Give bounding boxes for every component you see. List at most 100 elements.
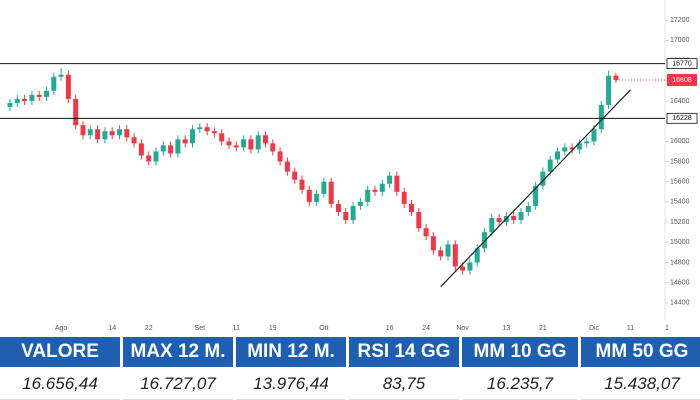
candle-body [525, 205, 531, 212]
candle-body [321, 181, 327, 194]
x-tick-label: 19 [269, 325, 277, 332]
candle-body [343, 212, 349, 221]
x-tick-label: 11 [233, 325, 240, 332]
candle-body [584, 141, 590, 144]
candle-body [357, 201, 363, 206]
candle-body [467, 262, 473, 271]
candle-body [489, 218, 495, 233]
candle-body [80, 125, 86, 136]
chart: 14400 14600 14800 15000 15200 15400 15600 15800… [0, 0, 698, 332]
candle-body [518, 212, 524, 221]
candle-body [314, 193, 320, 202]
candle-body [14, 98, 20, 103]
candle-body [430, 236, 436, 251]
candle-body [306, 189, 312, 202]
candle-body [540, 171, 546, 186]
table-cell: 16.235,7 [462, 369, 578, 400]
candle-body [576, 143, 582, 150]
table-header: MM 10 GG [462, 337, 578, 367]
y-tick-label: 17000 [670, 37, 690, 44]
candle-body [547, 159, 553, 172]
candle-body [379, 183, 385, 192]
y-tick-label: 15200 [670, 219, 690, 226]
level-label: 16770 [672, 60, 692, 67]
candle-body [496, 218, 502, 223]
candle-body [292, 171, 298, 180]
x-tick-label: 22 [145, 325, 153, 332]
candle-body [263, 135, 268, 144]
candle-body [7, 102, 13, 108]
y-tick-label: 14600 [670, 280, 690, 287]
y-tick-label: 17200 [670, 17, 690, 24]
candle-body [131, 137, 137, 144]
y-tick-label: 15400 [670, 199, 690, 206]
candle-body [175, 139, 181, 154]
candle-body [277, 151, 283, 162]
candle-body [87, 129, 93, 136]
candle-body [233, 145, 239, 148]
candle-body [190, 129, 195, 144]
candle-body [44, 90, 49, 97]
candle-body [102, 131, 108, 140]
level-label-box [666, 112, 698, 124]
table-cell: 16.727,07 [123, 369, 233, 400]
candle-body [452, 244, 458, 267]
candle-body [555, 151, 560, 160]
candle-body [365, 189, 371, 202]
candle-body [65, 74, 71, 99]
candle-body [146, 155, 152, 162]
last-price-box [667, 73, 697, 86]
candle-body [255, 135, 261, 150]
candle-body [409, 203, 414, 212]
candle-body [401, 191, 407, 204]
y-tick-label: 15600 [670, 179, 690, 186]
table-header: RSI 14 GG [349, 337, 459, 367]
candle-body [372, 189, 378, 192]
y-tick-label: 14800 [670, 259, 690, 266]
x-tick-label: Ott [319, 325, 328, 332]
table-cell: 13.976,44 [236, 369, 346, 400]
candle-body [598, 104, 604, 130]
candle-body [117, 129, 122, 136]
x-tick-label: 21 [539, 325, 547, 332]
candle-body [562, 147, 568, 152]
candle-body [219, 133, 225, 142]
y-tick-label: 16400 [670, 98, 690, 105]
candle-body [182, 139, 188, 144]
candle-body [36, 94, 42, 97]
candle-body [569, 147, 575, 150]
candle-body [438, 250, 444, 257]
candle-body [416, 212, 422, 229]
candle-body [533, 185, 539, 206]
candle-body [109, 131, 115, 136]
candle-body [350, 205, 356, 221]
x-tick-label: Ago [55, 325, 68, 332]
x-tick-label: Nov [456, 325, 469, 332]
x-tick-label: 1 [665, 325, 669, 332]
y-tick-label: 14400 [670, 300, 690, 307]
candle-body [248, 139, 254, 150]
x-tick-label: 11 [627, 325, 634, 332]
table-header: VALORE [0, 337, 120, 367]
table-header: MM 50 GG [581, 337, 700, 367]
stats-table: VALORE MAX 12 M. MIN 12 M. RSI 14 GG MM 10 G… [0, 337, 700, 400]
candle-body [73, 98, 79, 126]
candle-body [511, 216, 517, 221]
candle-body [270, 143, 276, 152]
candle-body [423, 228, 429, 237]
candle-body [124, 129, 130, 138]
candle-body [460, 266, 466, 271]
table-cell: 15.438,07 [581, 369, 700, 400]
y-tick-label: 16000 [670, 138, 690, 145]
candle-body [153, 151, 159, 162]
x-tick-label: 14 [108, 325, 116, 332]
candle-body [445, 244, 451, 257]
candle-body [51, 76, 57, 91]
candle-body [226, 141, 232, 146]
last-price-label: 16608 [672, 77, 692, 84]
candle-body [197, 127, 203, 130]
candle-body [328, 181, 334, 204]
x-tick-label: Set [195, 325, 206, 332]
table-cell: 83,75 [349, 369, 459, 400]
